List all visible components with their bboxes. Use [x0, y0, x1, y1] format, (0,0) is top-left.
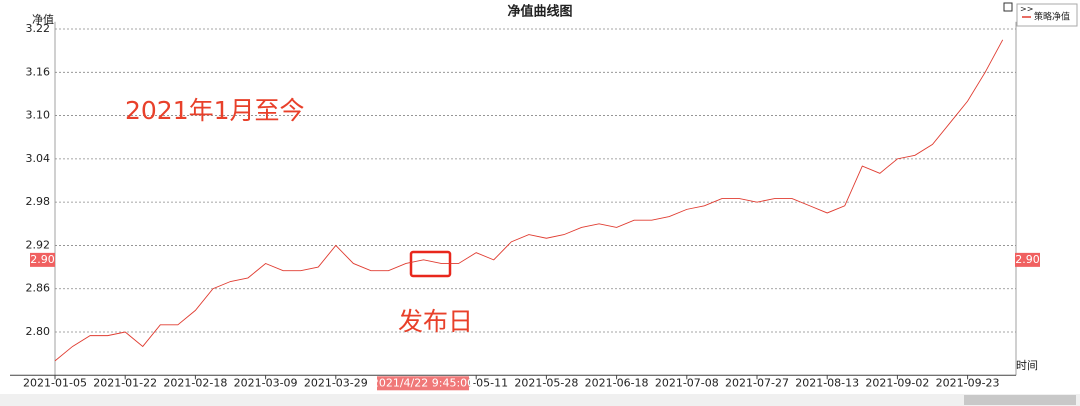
x-tick-label: 2021-07-27	[725, 376, 789, 389]
y-tick-label: 3.22	[26, 22, 51, 35]
x-tick-label: 2021-03-29	[304, 376, 368, 389]
x-tick-label: 2021-03-09	[234, 376, 298, 389]
scrollbar[interactable]	[0, 394, 1080, 406]
x-axis-label: 时间	[1016, 359, 1038, 372]
y-tick-label: 3.04	[26, 152, 51, 165]
x-tick-label: 2021-01-05	[23, 376, 87, 389]
x-tick-label: 2021-06-18	[585, 376, 649, 389]
x-tick-label: 2021-07-08	[655, 376, 719, 389]
legend	[1016, 3, 1078, 27]
x-tick-label: 2021-02-18	[163, 376, 227, 389]
y-tick-label: 3.16	[26, 65, 51, 78]
window-icon[interactable]	[1003, 2, 1013, 12]
crosshair-y-left-bg	[30, 252, 55, 267]
crosshair-y-right-bg	[1015, 252, 1040, 267]
x-tick-label: 2021-05-28	[514, 376, 578, 389]
chart-title: 净值曲线图	[507, 4, 572, 20]
y-axis-label: 净值	[32, 12, 54, 26]
y-tick-label: 2.86	[26, 282, 51, 295]
y-tick-label: 2.98	[26, 195, 51, 208]
highlight-box	[409, 250, 452, 278]
y-tick-label: 2.80	[26, 325, 51, 338]
annotation: 发布日	[398, 307, 473, 336]
x-tick-label: 2021-01-22	[93, 376, 157, 389]
scrollbar-thumb[interactable]	[964, 395, 1076, 405]
crosshair-y-left: 2.90	[30, 253, 55, 266]
x-tick-label: 2021-09-23	[936, 376, 1000, 389]
line	[54, 39, 1004, 362]
crosshair-x-label: 2021/4/22 9:45:00	[372, 376, 474, 389]
crosshair-y-right: 2.90	[1015, 253, 1040, 266]
legend-toggle[interactable]: >>	[1020, 5, 1033, 14]
y-tick-label: 3.10	[26, 109, 51, 122]
crosshair-x-bg	[377, 376, 469, 391]
x-tick-label: 2021-09-02	[865, 376, 929, 389]
annotation: 2021年1月至今	[125, 96, 305, 125]
y-tick-label: 2.92	[26, 238, 51, 251]
x-tick-label: 2021-08-13	[795, 376, 859, 389]
legend-entry[interactable]: 策略净值	[1034, 11, 1070, 23]
